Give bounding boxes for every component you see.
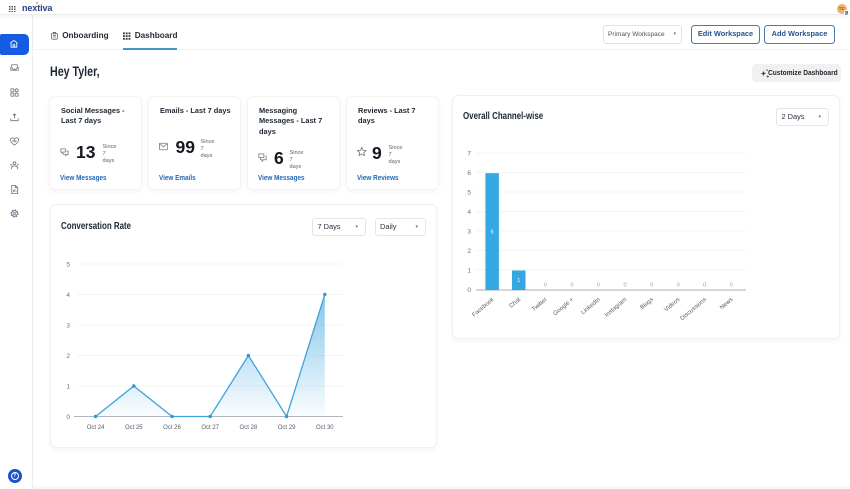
- svg-text:0: 0: [570, 283, 573, 289]
- svg-text:5: 5: [66, 262, 70, 269]
- svg-text:Oct 26: Oct 26: [163, 425, 181, 431]
- svg-text:0: 0: [597, 283, 600, 289]
- svg-text:1: 1: [517, 278, 520, 284]
- svg-text:0: 0: [650, 283, 653, 289]
- svg-text:Instagram: Instagram: [604, 297, 628, 319]
- svg-text:0: 0: [467, 287, 471, 294]
- svg-text:3: 3: [66, 323, 70, 330]
- svg-text:Chat: Chat: [509, 297, 523, 310]
- svg-text:Facebook: Facebook: [471, 296, 496, 318]
- svg-text:4: 4: [467, 209, 471, 216]
- svg-text:Google +: Google +: [553, 297, 576, 318]
- svg-text:7: 7: [467, 151, 471, 158]
- svg-text:1: 1: [467, 267, 471, 274]
- svg-text:0: 0: [730, 283, 733, 289]
- svg-text:4: 4: [66, 292, 70, 299]
- svg-text:0: 0: [544, 283, 547, 289]
- svg-text:Oct 25: Oct 25: [125, 425, 143, 431]
- svg-text:6: 6: [491, 230, 494, 236]
- svg-text:0: 0: [677, 283, 680, 289]
- svg-text:2: 2: [66, 353, 70, 360]
- svg-text:Oct 29: Oct 29: [278, 425, 296, 431]
- svg-text:Blogs: Blogs: [639, 297, 654, 311]
- svg-text:Oct 27: Oct 27: [201, 425, 219, 431]
- svg-text:6: 6: [467, 170, 471, 177]
- svg-text:0: 0: [66, 414, 70, 421]
- svg-text:5: 5: [467, 190, 471, 197]
- svg-text:Oct 30: Oct 30: [316, 425, 334, 431]
- svg-text:Oct 24: Oct 24: [87, 425, 105, 431]
- svg-text:2: 2: [467, 248, 471, 255]
- svg-text:Twitter: Twitter: [531, 297, 548, 313]
- svg-text:3: 3: [467, 228, 471, 235]
- svg-text:News: News: [719, 297, 734, 311]
- svg-text:0: 0: [623, 283, 626, 289]
- svg-text:0: 0: [703, 283, 706, 289]
- svg-text:Discussions: Discussions: [680, 297, 708, 322]
- svg-text:Videos: Videos: [664, 297, 682, 313]
- svg-text:1: 1: [66, 384, 70, 391]
- svg-text:Oct 28: Oct 28: [240, 425, 258, 431]
- svg-text:LinkedIn: LinkedIn: [580, 297, 601, 316]
